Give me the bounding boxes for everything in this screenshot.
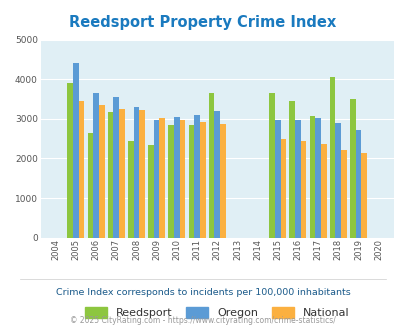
Bar <box>119 109 124 238</box>
Bar <box>300 141 306 238</box>
Bar <box>355 130 360 238</box>
Bar <box>340 150 346 238</box>
Bar <box>309 116 315 238</box>
Bar <box>335 123 340 238</box>
Bar <box>179 120 185 238</box>
Text: © 2025 CityRating.com - https://www.cityrating.com/crime-statistics/: © 2025 CityRating.com - https://www.city… <box>70 315 335 325</box>
Bar <box>269 93 274 238</box>
Bar <box>133 107 139 238</box>
Bar <box>67 83 73 238</box>
Bar <box>274 120 280 238</box>
Bar <box>139 110 145 238</box>
Bar <box>194 115 199 238</box>
Text: Crime Index corresponds to incidents per 100,000 inhabitants: Crime Index corresponds to incidents per… <box>55 287 350 297</box>
Bar <box>128 141 133 238</box>
Bar <box>153 120 159 238</box>
Bar <box>214 111 220 238</box>
Legend: Reedsport, Oregon, National: Reedsport, Oregon, National <box>81 303 353 322</box>
Bar <box>168 125 174 238</box>
Bar <box>329 77 335 238</box>
Bar <box>315 118 320 238</box>
Bar <box>93 93 99 238</box>
Bar <box>159 118 165 238</box>
Bar <box>220 124 225 238</box>
Text: Reedsport Property Crime Index: Reedsport Property Crime Index <box>69 15 336 30</box>
Bar <box>199 122 205 238</box>
Bar <box>360 153 366 238</box>
Bar <box>294 120 300 238</box>
Bar <box>320 144 326 238</box>
Bar <box>113 97 119 238</box>
Bar <box>349 99 355 238</box>
Bar <box>108 112 113 238</box>
Bar <box>174 117 179 238</box>
Bar <box>280 139 286 238</box>
Bar <box>148 145 153 238</box>
Bar <box>99 105 104 238</box>
Bar <box>289 101 294 238</box>
Bar <box>79 101 84 238</box>
Bar <box>73 63 79 238</box>
Bar <box>208 93 214 238</box>
Bar <box>87 133 93 238</box>
Bar <box>188 125 194 238</box>
